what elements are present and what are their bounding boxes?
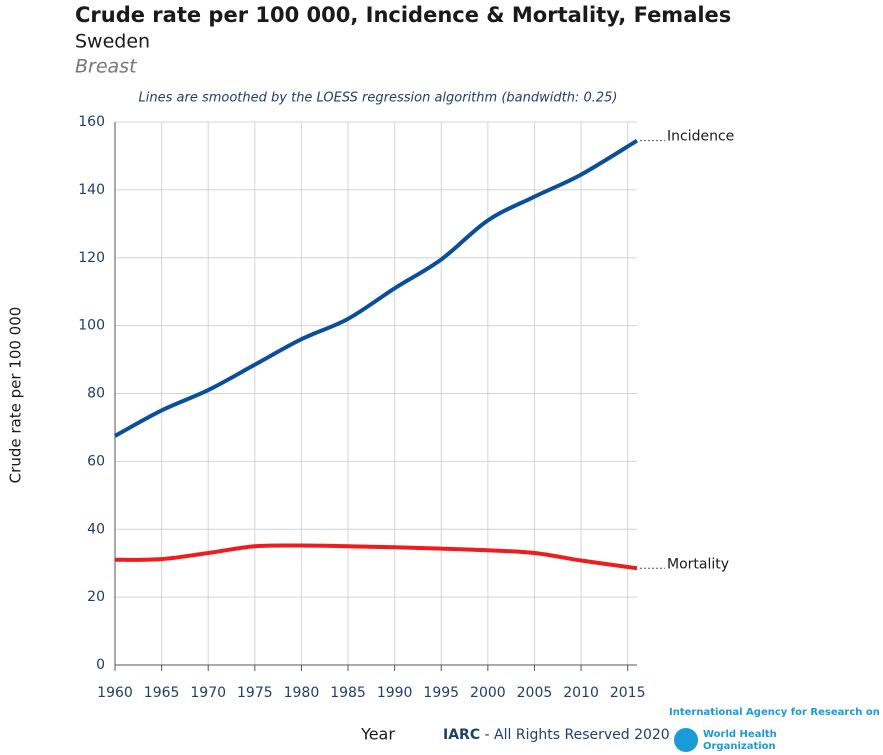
note: Lines are smoothed by the LOESS regressi… bbox=[139, 91, 618, 106]
x-tick-label: 1965 bbox=[144, 685, 180, 701]
series-label: Incidence bbox=[667, 129, 734, 145]
subtitle: Sweden bbox=[75, 31, 150, 53]
y-tick-label: 100 bbox=[78, 318, 105, 334]
x-tick-label: 1990 bbox=[377, 685, 413, 701]
who-logo bbox=[674, 728, 698, 752]
x-tick-label: 1995 bbox=[423, 685, 459, 701]
chart-title: Crude rate per 100 000, Incidence & Mort… bbox=[75, 3, 731, 27]
y-tick-label: 60 bbox=[87, 453, 105, 469]
x-tick-label: 1980 bbox=[284, 685, 320, 701]
credit: IARC - All Rights Reserved 2020 bbox=[443, 727, 670, 743]
x-tick-label: 2005 bbox=[517, 685, 553, 701]
x-tick-label: 2000 bbox=[470, 685, 506, 701]
y-tick-label: 0 bbox=[96, 657, 105, 673]
y-tick-label: 40 bbox=[87, 521, 105, 537]
x-axis-label: Year bbox=[360, 725, 395, 744]
y-tick-label: 140 bbox=[78, 182, 105, 198]
site: Breast bbox=[75, 56, 138, 78]
y-tick-label: 160 bbox=[78, 114, 105, 130]
series-line bbox=[114, 138, 639, 438]
x-tick-label: 1985 bbox=[330, 685, 366, 701]
series-label: Mortality bbox=[667, 556, 729, 572]
x-tick-label: 2015 bbox=[610, 685, 646, 701]
y-tick-label: 20 bbox=[87, 589, 105, 605]
series-line bbox=[114, 543, 638, 571]
x-tick-label: 1960 bbox=[97, 685, 133, 701]
credit-text: - All Rights Reserved 2020 bbox=[480, 727, 670, 743]
who-line: Organization bbox=[703, 741, 776, 752]
agency: International Agency for Research on Can… bbox=[669, 707, 883, 718]
who-line: World Health bbox=[703, 729, 777, 740]
y-tick-label: 120 bbox=[78, 250, 105, 266]
y-axis-label: Crude rate per 100 000 bbox=[7, 307, 25, 484]
x-tick-label: 1975 bbox=[237, 685, 273, 701]
credit-org: IARC bbox=[443, 727, 480, 743]
x-tick-label: 2010 bbox=[563, 685, 599, 701]
y-tick-label: 80 bbox=[87, 386, 105, 402]
x-tick-label: 1970 bbox=[190, 685, 226, 701]
